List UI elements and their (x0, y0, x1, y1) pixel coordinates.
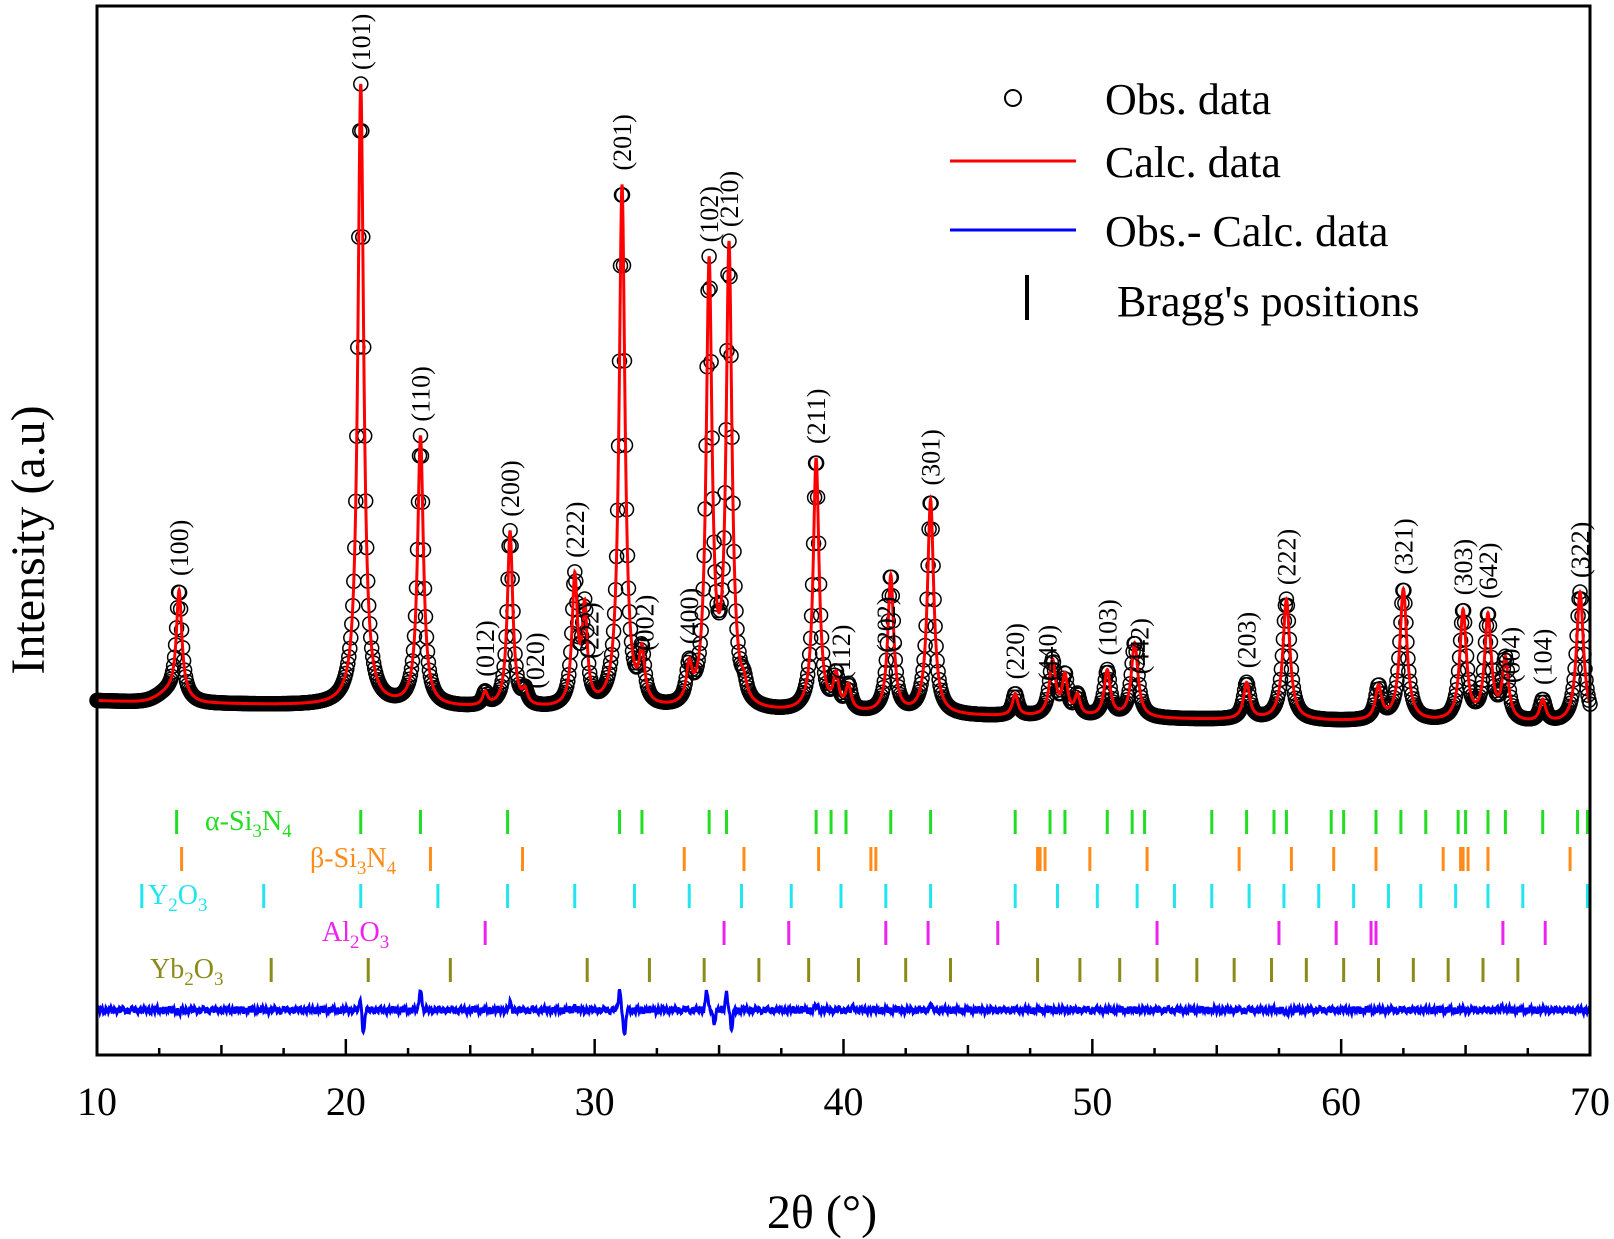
peak-label: (201) (608, 114, 637, 170)
peak-label: (104) (1529, 629, 1558, 685)
peak-label: (440) (1034, 625, 1063, 681)
legend-label: Obs.- Calc. data (1105, 207, 1388, 256)
phase-label: β-Si3N4 (310, 843, 397, 879)
peak-label: (220) (1001, 623, 1030, 679)
difference-data-line (95, 989, 1592, 1037)
peak-label: (211) (802, 389, 831, 444)
peak-label: (112) (827, 625, 856, 680)
bragg-phase-1 (175, 810, 1590, 834)
peak-label: (103) (1093, 599, 1122, 655)
x-tick-label: 50 (1072, 1079, 1112, 1124)
peak-label: (020) (521, 632, 550, 688)
y-axis-label: Intensity (a.u) (2, 405, 55, 674)
peak-label: (222) (1272, 529, 1301, 585)
peak-label: (202) (872, 597, 901, 653)
x-tick-label: 10 (77, 1079, 117, 1124)
phase-label: α-Si3N4 (205, 806, 292, 842)
peak-label: (321) (1389, 518, 1418, 574)
bragg-phase-4 (483, 921, 1547, 945)
bragg-phase-5 (269, 958, 1520, 982)
peak-label: (222) (576, 602, 605, 658)
x-tick-label: 70 (1570, 1079, 1610, 1124)
legend-label: Calc. data (1105, 138, 1281, 187)
x-tick-label: 20 (326, 1079, 366, 1124)
peak-label: (012) (471, 620, 500, 676)
peak-label: (400) (675, 588, 704, 644)
peak-label: (100) (165, 520, 194, 576)
plot-area: (100) (101) (110) (012) (200) (020) (222) (222)… (89, 14, 1598, 1037)
phase-label: Y2O3 (148, 880, 207, 916)
calculated-data-line (96, 83, 1592, 722)
peak-label: (210) (715, 171, 744, 227)
peak-label: (642) (1474, 543, 1503, 599)
legend: Obs. data Calc. data Obs.- Calc. data Bragg… (950, 75, 1420, 326)
peak-label: (200) (496, 460, 525, 516)
phase-label: Al2O3 (322, 917, 389, 953)
peak-label: (303) (1449, 539, 1478, 595)
x-tick-label: 40 (824, 1079, 864, 1124)
bragg-phase-3 (140, 884, 1590, 908)
peak-label: (301) (917, 429, 946, 485)
x-tick-label: 60 (1321, 1079, 1361, 1124)
peak-label: (102) (695, 186, 724, 242)
peak-label: (222) (561, 502, 590, 558)
peak-label: (002) (630, 595, 659, 651)
x-axis: 10 20 30 40 50 60 70 (77, 1039, 1610, 1124)
bragg-phase-2 (180, 847, 1572, 871)
x-axis-label: 2θ (°) (767, 1186, 877, 1239)
legend-label: Obs. data (1105, 75, 1271, 124)
phase-label: Yb2O3 (150, 954, 223, 990)
peak-label: (203) (1233, 612, 1262, 668)
plot-frame (95, 4, 1592, 1057)
legend-label: Bragg's positions (1117, 277, 1420, 326)
peak-label: (110) (407, 366, 436, 421)
x-tick-label: 30 (575, 1079, 615, 1124)
peak-label: (442) (1126, 618, 1155, 674)
peak-label: (101) (347, 14, 376, 70)
legend-marker-circle (1004, 89, 1022, 107)
peak-label: (004) (1496, 627, 1525, 683)
